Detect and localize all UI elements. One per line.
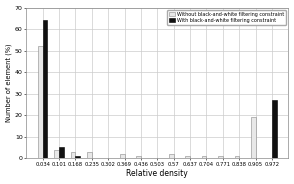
Bar xyxy=(59,147,64,158)
Bar xyxy=(54,150,59,158)
Bar xyxy=(202,156,206,158)
Bar xyxy=(218,156,223,158)
Y-axis label: Number of element (%): Number of element (%) xyxy=(6,44,12,122)
Bar xyxy=(251,117,255,158)
Bar xyxy=(186,156,190,158)
Bar xyxy=(272,100,277,158)
Bar xyxy=(87,152,92,158)
Bar xyxy=(120,154,125,158)
X-axis label: Relative density: Relative density xyxy=(126,169,188,178)
Bar xyxy=(136,156,141,158)
Bar xyxy=(43,20,47,158)
Bar xyxy=(38,46,43,158)
Bar xyxy=(169,154,174,158)
Bar xyxy=(235,156,239,158)
Bar xyxy=(76,156,80,158)
Legend: Without black-and-white filtering constraint, With black-and-white filtering con: Without black-and-white filtering constr… xyxy=(167,10,286,25)
Bar xyxy=(71,152,76,158)
